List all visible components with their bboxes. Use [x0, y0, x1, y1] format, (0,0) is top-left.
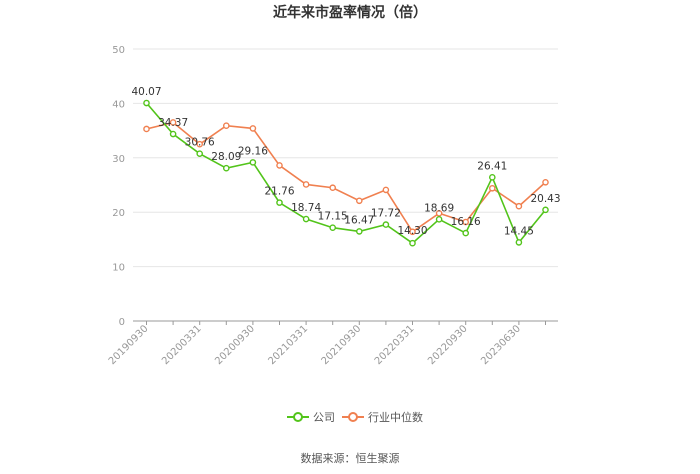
series-industry-median-point [196, 140, 203, 148]
y-tick-label: 10 [112, 263, 125, 274]
x-tick-label: 20200331 [160, 323, 204, 367]
data-label: 16.47 [344, 214, 374, 226]
series-industry-median-point [169, 119, 177, 126]
series-company-point [515, 239, 523, 246]
x-tick-label: 20220331 [373, 323, 417, 367]
series-company-point [435, 216, 443, 223]
x-tick-label: 20210331 [266, 323, 310, 367]
source-note: 数据来源：恒生聚源 [301, 451, 400, 465]
data-label: 21.76 [264, 186, 294, 198]
data-label: 18.69 [424, 202, 454, 214]
data-label: 40.07 [131, 86, 161, 98]
chart-title: 近年来市盈率情况（倍） [273, 4, 427, 21]
y-axis: 0 10 20 30 40 50 [112, 45, 125, 328]
data-label: 17.15 [318, 211, 348, 223]
grid-lines [133, 48, 558, 268]
series-company-line [145, 102, 547, 245]
data-label: 14.30 [397, 225, 427, 237]
series-industry-median-point [143, 125, 150, 133]
series-company-point [355, 228, 363, 235]
data-label: 18.74 [291, 202, 321, 214]
legend-item-company[interactable]: 公司 [287, 411, 335, 424]
x-tick-label: 20190930 [107, 323, 151, 367]
data-label: 29.16 [238, 145, 268, 157]
series-company-point [222, 164, 230, 172]
legend-company-marker [293, 412, 303, 422]
series-industry-median-point [515, 202, 523, 210]
series-company-point [488, 174, 496, 181]
series-lines [143, 99, 549, 247]
data-label: 30.76 [185, 137, 215, 149]
data-label: 34.37 [158, 117, 188, 129]
x-axis: 20190930 20200331 20200930 20210331 20210930… [107, 320, 558, 367]
y-tick-label: 30 [112, 154, 125, 165]
series-industry-median-point [542, 178, 549, 186]
series-industry-median-point [382, 186, 390, 194]
y-tick-label: 40 [112, 99, 125, 110]
data-label: 20.43 [530, 193, 560, 205]
series-company-point [196, 150, 203, 157]
series-industry-median-point [249, 125, 257, 132]
series-company-point [249, 159, 257, 166]
series-company-point [143, 99, 150, 107]
x-tick-label: 20230630 [479, 323, 523, 367]
series-company-point [302, 215, 310, 223]
series-industry-median-point [329, 184, 337, 192]
data-label: 17.72 [371, 208, 401, 220]
series-company-point [169, 130, 177, 138]
data-label: 16.16 [451, 216, 481, 228]
x-tick-label: 20220930 [426, 323, 470, 367]
legend-item-industry-median[interactable]: 行业中位数 [342, 410, 423, 424]
y-tick-label: 0 [119, 317, 125, 328]
series-industry-median-point [488, 184, 496, 192]
legend-industry-median-marker [348, 412, 358, 422]
series-industry-median-point [302, 181, 310, 188]
data-label: 28.09 [211, 151, 241, 163]
x-tick-label: 20210930 [320, 323, 364, 367]
series-industry-median-point [462, 218, 470, 226]
series-company-point [329, 224, 337, 232]
legend-company-label: 公司 [313, 411, 335, 424]
series-industry-median-point [355, 197, 363, 205]
series-industry-median-point [276, 162, 283, 169]
series-industry-median-point [409, 228, 416, 236]
y-tick-label: 50 [112, 45, 125, 56]
data-label: 26.41 [477, 160, 507, 172]
y-tick-label: 20 [112, 208, 125, 219]
series-company-point [409, 239, 416, 247]
x-tick-label: 20200930 [213, 323, 257, 367]
legend-industry-median-label: 行业中位数 [368, 410, 423, 424]
series-industry-median-point [435, 209, 443, 217]
series-industry-median-point [222, 122, 230, 130]
series-company-point [542, 206, 549, 214]
data-label: 14.45 [504, 225, 534, 237]
series-company-point [462, 229, 470, 237]
series-company-point [276, 199, 283, 206]
legend[interactable]: 公司 行业中位数 [287, 410, 423, 424]
series-company-point [382, 221, 390, 228]
